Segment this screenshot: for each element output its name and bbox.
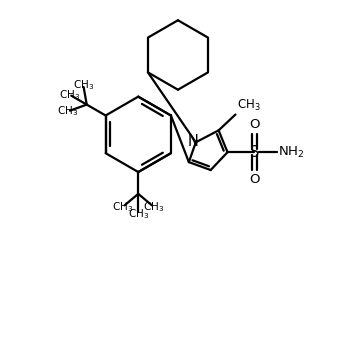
Text: CH$_3$: CH$_3$ [143,200,164,214]
Text: NH$_2$: NH$_2$ [278,145,304,160]
Text: CH$_3$: CH$_3$ [113,200,134,214]
Text: CH$_3$: CH$_3$ [59,88,80,102]
Text: N: N [187,134,198,149]
Text: S: S [250,145,259,160]
Text: CH$_3$: CH$_3$ [128,207,149,221]
Text: O: O [249,173,260,186]
Text: CH$_3$: CH$_3$ [73,78,94,92]
Text: O: O [249,118,260,131]
Text: CH$_3$: CH$_3$ [237,98,261,113]
Text: CH$_3$: CH$_3$ [57,105,79,118]
